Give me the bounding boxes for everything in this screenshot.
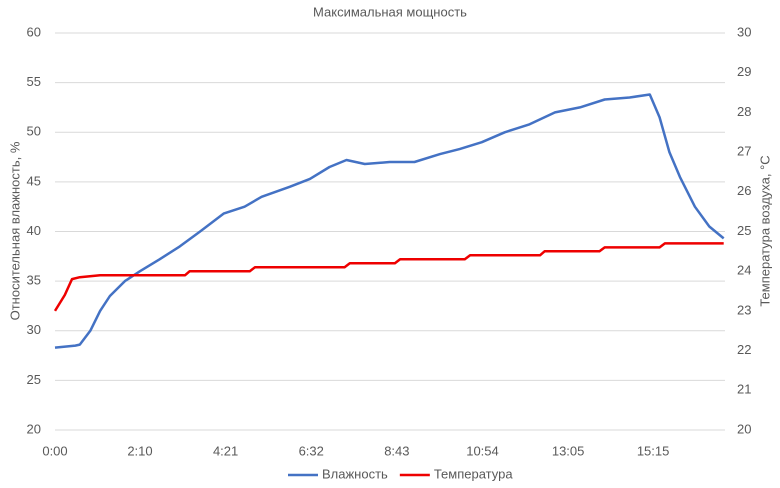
y-tick-label: 35 [27, 273, 41, 288]
x-tick-label: 2:10 [127, 443, 152, 458]
y2-tick-label: 30 [737, 24, 751, 39]
x-tick-label: 0:00 [42, 443, 67, 458]
y2-tick-label: 24 [737, 263, 751, 278]
y-tick-label: 40 [27, 223, 41, 238]
y-tick-label: 20 [27, 421, 41, 436]
series-line [53, 242, 724, 312]
x-tick-label: 13:05 [552, 443, 585, 458]
x-tick-label: 8:43 [384, 443, 409, 458]
y-tick-label: 25 [27, 372, 41, 387]
x-tick-label: 6:32 [299, 443, 324, 458]
y2-tick-label: 22 [737, 342, 751, 357]
y-tick-label: 30 [27, 322, 41, 337]
y-axis-title: Относительная влажность, % [7, 141, 22, 320]
y2-tick-label: 25 [737, 223, 751, 238]
y2-tick-label: 23 [737, 302, 751, 317]
y2-axis-title: Температура воздуха, °С [757, 155, 772, 306]
y-tick-label: 45 [27, 173, 41, 188]
series-line [54, 93, 725, 349]
y2-tick-label: 27 [737, 144, 751, 159]
x-tick-label: 15:15 [637, 443, 670, 458]
y2-tick-label: 26 [737, 183, 751, 198]
y2-tick-label: 28 [737, 104, 751, 119]
y2-tick-label: 21 [737, 382, 751, 397]
legend-label: Температура [434, 466, 514, 481]
x-tick-label: 4:21 [213, 443, 238, 458]
chart-title: Максимальная мощность [313, 4, 467, 19]
y-tick-label: 55 [27, 74, 41, 89]
x-tick-label: 10:54 [466, 443, 499, 458]
legend-label: Влажность [322, 466, 388, 481]
y-tick-label: 50 [27, 124, 41, 139]
y-tick-label: 60 [27, 24, 41, 39]
y2-tick-label: 20 [737, 421, 751, 436]
y2-tick-label: 29 [737, 64, 751, 79]
